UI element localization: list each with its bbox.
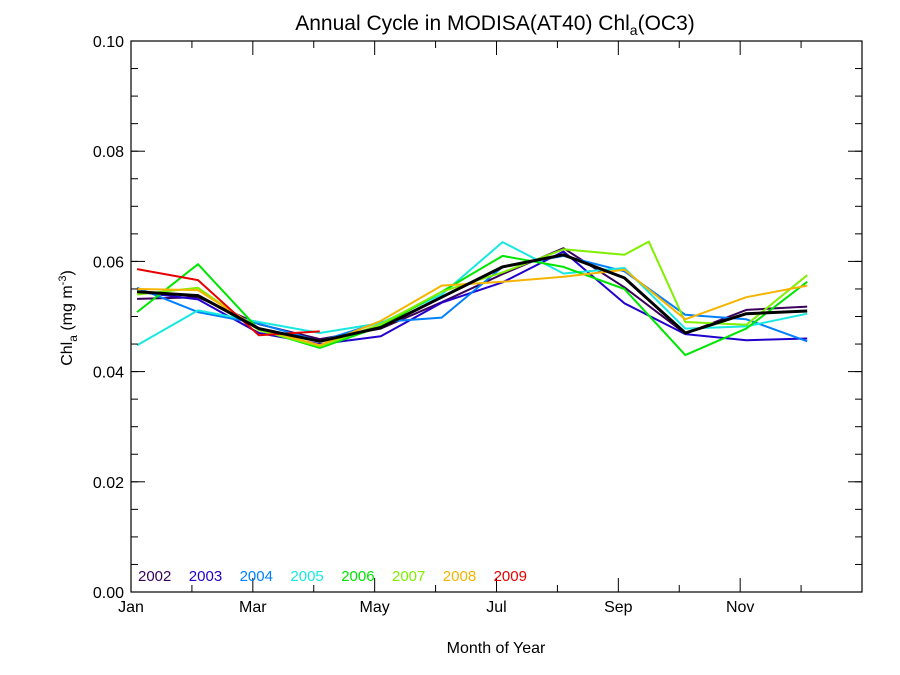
y-axis-label-close: ) (59, 270, 76, 275)
y-tick-label: 0.00 (93, 585, 124, 602)
y-tick-label: 0.08 (93, 144, 124, 161)
chart-title-subscript: a (630, 22, 638, 38)
y-tick-label: 0.02 (93, 475, 124, 492)
legend-entry-2002: 2002 (138, 568, 171, 585)
legend-entry-2005: 2005 (290, 568, 323, 585)
legend-entry-2004: 2004 (240, 568, 273, 585)
y-axis-label: Chla (mg m-3) (57, 270, 80, 366)
y-tick-label: 0.10 (93, 34, 124, 51)
series-line-2006 (136, 254, 808, 357)
series-line-2003 (136, 250, 808, 346)
y-tick-label: 0.06 (93, 254, 124, 271)
series-layer (136, 240, 808, 357)
series-line-2005 (136, 241, 808, 347)
y-axis-label-unit: (mg m (59, 285, 76, 335)
chart-title-main: Annual Cycle in MODISA(AT40) Chl (295, 12, 630, 35)
legend-entry-2007: 2007 (392, 568, 425, 585)
series-line-2007 (136, 240, 808, 348)
series-line-2009 (136, 268, 320, 337)
y-axis-label-superscript: -3 (57, 276, 69, 286)
y-tick-label: 0.04 (93, 365, 124, 382)
axes-layer: Jan Mar May Jul Sep Nov 0.00 0.02 0.04 0.06 0.08 0.… (93, 34, 863, 616)
x-axis-label: Month of Year (447, 640, 546, 657)
legend-entry-2008: 2008 (443, 568, 476, 585)
legend-entry-2009: 2009 (494, 568, 527, 585)
y-axis-label-subscript: a (66, 335, 80, 342)
y-axis-label-main: Chl (59, 342, 76, 366)
x-tick-label: Jan (118, 599, 144, 616)
x-tick-label: Sep (604, 599, 633, 616)
legend: 2002 2003 2004 2005 2006 2007 2008 2009 (138, 568, 527, 585)
legend-entry-2006: 2006 (341, 568, 374, 585)
series-line-mean (137, 253, 808, 343)
x-tick-label: May (360, 599, 390, 616)
chart-title-suffix: (OC3) (638, 12, 695, 35)
x-tick-label: Jul (486, 599, 506, 616)
x-tick-label: Nov (726, 599, 754, 616)
chart-title: Annual Cycle in MODISA(AT40) Chla(OC3) (295, 12, 695, 38)
x-tick-label: Mar (239, 599, 267, 616)
legend-entry-2003: 2003 (189, 568, 222, 585)
